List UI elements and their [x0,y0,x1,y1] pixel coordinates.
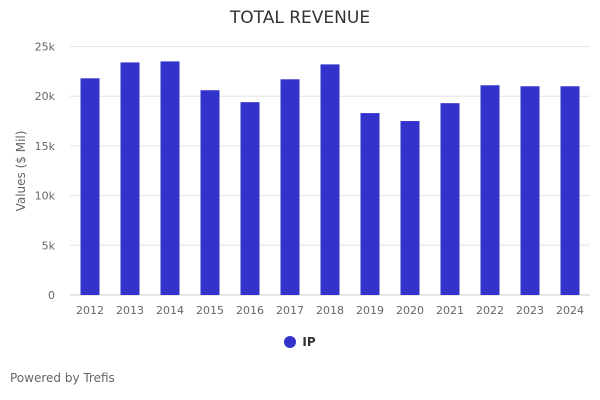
bar-2014[interactable] [160,61,180,295]
x-tick-label: 2013 [116,304,144,317]
x-tick-label: 2019 [356,304,384,317]
bar-2013[interactable] [120,62,140,296]
bar-2020[interactable] [400,121,420,295]
bar-2012[interactable] [80,78,100,295]
legend[interactable]: IP [0,335,600,349]
x-tick-label: 2022 [476,304,504,317]
bar-2017[interactable] [280,79,300,295]
y-tick-label: 5k [42,239,56,252]
bar-2019[interactable] [360,113,380,296]
bar-2022[interactable] [480,85,500,296]
x-tick-label: 2021 [436,304,464,317]
chart-title: TOTAL REVENUE [229,8,371,28]
y-tick-label: 25k [35,41,56,54]
x-tick-label: 2018 [316,304,344,317]
x-tick-label: 2012 [76,304,104,317]
powered-by-credit: Powered by Trefis [10,371,115,385]
y-tick-label: 10k [35,190,56,203]
bar-2023[interactable] [520,86,540,295]
legend-marker [284,336,297,348]
x-tick-label: 2024 [556,304,584,317]
bar-2024[interactable] [560,86,580,295]
legend-label: IP [302,335,316,349]
bar-2015[interactable] [200,90,220,296]
x-tick-label: 2014 [156,304,184,317]
y-tick-label: 15k [35,140,56,153]
x-tick-label: 2020 [396,304,424,317]
y-tick-label: 20k [35,90,56,103]
x-tick-label: 2016 [236,304,264,317]
x-tick-label: 2015 [196,304,224,317]
bar-2021[interactable] [440,103,460,296]
y-axis-label: Values ($ Mil) [14,131,28,212]
bar-2016[interactable] [240,102,260,295]
x-tick-label: 2023 [516,304,544,317]
y-tick-label: 0 [48,289,55,302]
x-tick-label: 2017 [276,304,304,317]
bar-2018[interactable] [320,64,340,295]
